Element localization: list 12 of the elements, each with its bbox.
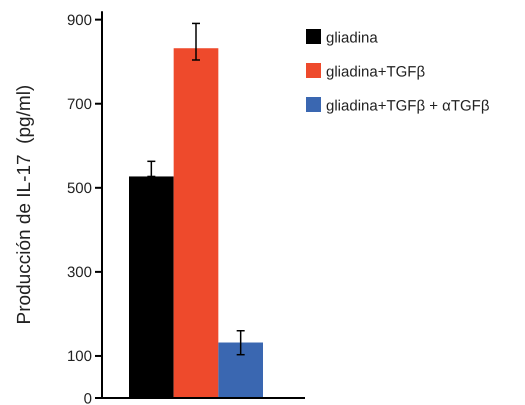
bar — [174, 48, 218, 398]
y-tick-label: 500 — [66, 180, 92, 198]
y-tick-label: 300 — [66, 264, 92, 282]
y-axis-title: Producción de IL-17 (pg/ml) — [14, 84, 35, 324]
legend-label: gliadina+TGFβ — [326, 63, 426, 80]
bar — [218, 342, 263, 398]
y-tick-label: 100 — [66, 348, 92, 366]
y-tick-label: 700 — [66, 96, 92, 113]
legend-label: gliadina+TGFβ + αTGFβ — [326, 97, 490, 114]
legend-label: gliadina — [326, 29, 378, 46]
y-tick-label: 0 — [84, 390, 92, 405]
y-tick-label: 900 — [66, 12, 92, 29]
